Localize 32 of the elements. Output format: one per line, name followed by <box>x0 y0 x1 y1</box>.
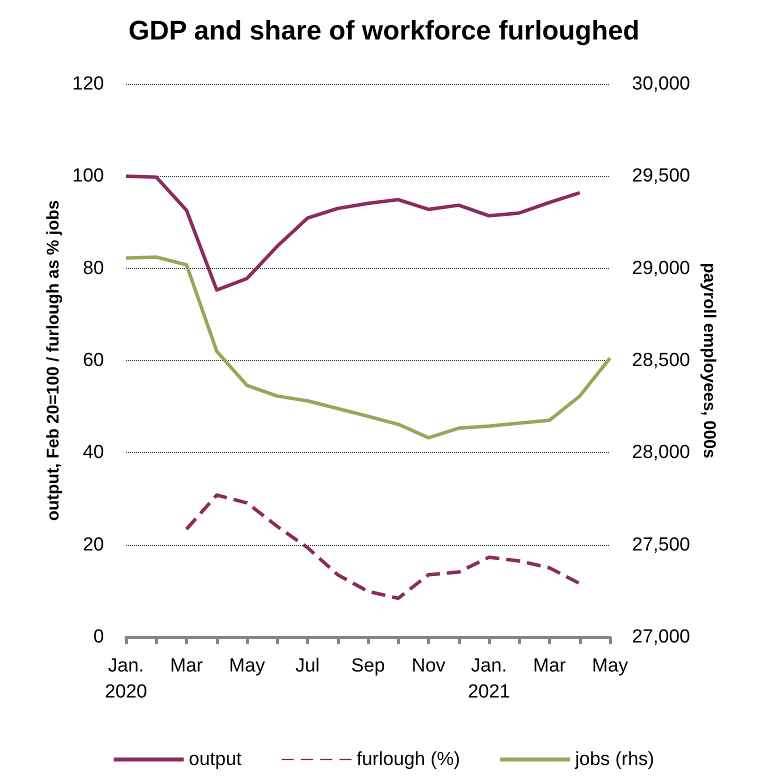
x-tick-label: May <box>592 656 628 676</box>
line-series <box>184 493 582 600</box>
x-tick-label: Jan. 2020 <box>104 656 148 702</box>
line-series <box>124 174 582 292</box>
line-series <box>124 255 612 440</box>
y2-tick-label: 28,500 <box>632 350 690 371</box>
y2-tick-label: 27,500 <box>632 534 690 556</box>
x-tick-label: Sep <box>351 656 385 676</box>
y-tick-label: 20 <box>82 534 104 556</box>
y-tick-label: 100 <box>72 166 104 187</box>
x-tick-label: Mar <box>170 656 204 676</box>
y-axis-title: output, Feb 20=100 / furlough as % jobs <box>43 200 62 521</box>
y2-axis-title: payroll employees, 000s <box>700 262 720 458</box>
y-tick-label: 0 <box>93 626 104 648</box>
x-tick-label: Nov <box>412 656 446 676</box>
legend-label: output <box>188 749 242 770</box>
legend-label: jobs (rhs) <box>574 749 654 770</box>
legend-label: furlough (%) <box>356 749 460 770</box>
y2-tick-label: 29,000 <box>632 258 690 279</box>
y2-tick-label: 29,500 <box>632 166 690 187</box>
chart-title: GDP and share of workforce furloughed <box>128 16 640 46</box>
y-tick-label: 60 <box>82 350 104 371</box>
y2-tick-label: 28,000 <box>632 442 690 464</box>
y-tick-label: 120 <box>72 74 104 94</box>
y-tick-label: 80 <box>82 258 104 279</box>
y2-tick-label: 27,000 <box>632 626 690 648</box>
x-tick-label: Jan. 2021 <box>468 656 510 702</box>
x-tick-label: Mar <box>533 656 567 676</box>
x-tick-label: May <box>229 656 266 676</box>
y2-tick-label: 30,000 <box>632 74 690 94</box>
x-tick-label: Jul <box>295 656 320 676</box>
y-tick-label: 40 <box>82 442 104 464</box>
